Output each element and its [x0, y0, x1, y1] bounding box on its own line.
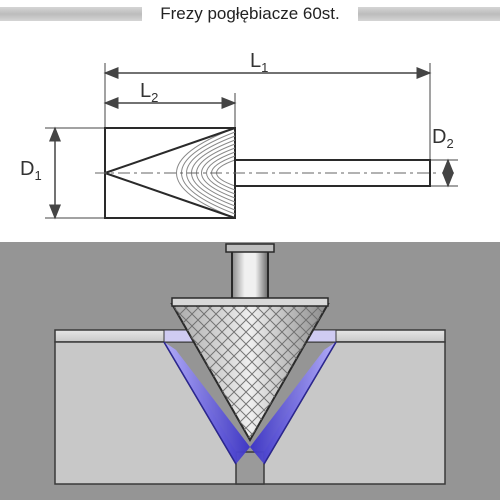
label-d2: D2 [432, 126, 454, 151]
technical-drawing-panel: L1 L2 D1 D2 [0, 28, 500, 238]
label-d1: D1 [20, 158, 42, 183]
page-title: Frezy pogłębiacze 60st. [142, 4, 358, 24]
title-bar: Frezy pogłębiacze 60st. [0, 0, 500, 28]
label-l2: L2 [140, 80, 158, 105]
label-l1: L1 [250, 50, 268, 75]
application-panel [0, 242, 500, 500]
application-drawing [0, 242, 500, 500]
